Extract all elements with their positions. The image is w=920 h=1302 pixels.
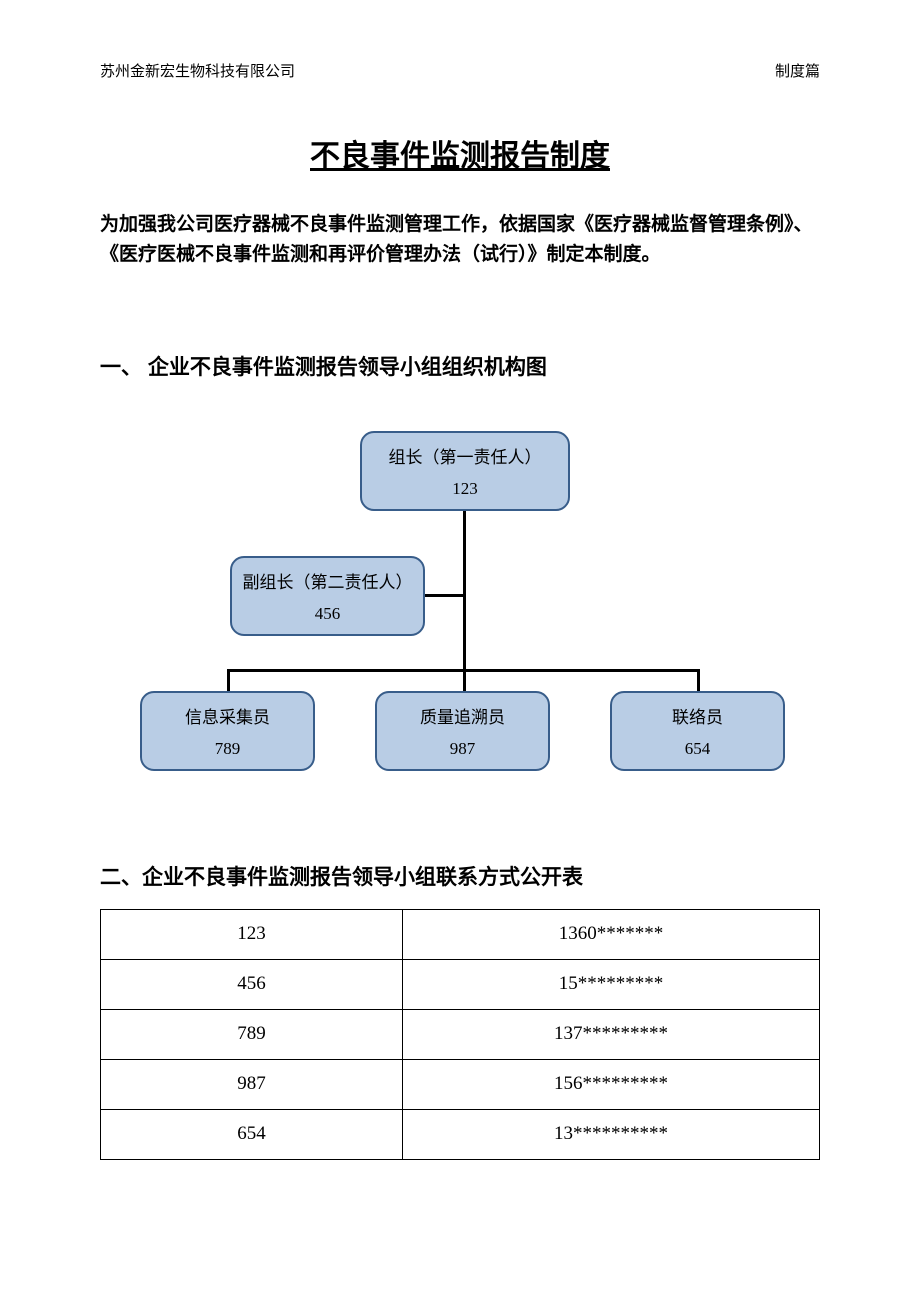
org-node-role: 副组长（第二责任人） [243,568,413,593]
header-right: 制度篇 [775,60,820,81]
org-node-tracer: 质量追溯员 987 [375,691,550,771]
contact-phone-cell: 15********* [402,959,819,1009]
page-header: 苏州金新宏生物科技有限公司 制度篇 [100,60,820,81]
contact-name-cell: 654 [101,1109,403,1159]
org-node-role: 信息采集员 [185,703,270,728]
document-title: 不良事件监测报告制度 [100,131,820,175]
contact-phone-cell: 13********** [402,1109,819,1159]
org-node-value: 123 [452,479,478,499]
table-row: 987156********* [101,1059,820,1109]
contact-name-cell: 123 [101,909,403,959]
contact-phone-cell: 1360******* [402,909,819,959]
contact-name-cell: 987 [101,1059,403,1109]
org-node-collector: 信息采集员 789 [140,691,315,771]
org-chart-connector [425,594,465,597]
org-node-value: 789 [215,739,241,759]
org-node-deputy: 副组长（第二责任人） 456 [230,556,425,636]
contact-table: 1231360*******45615*********789137******… [100,909,820,1160]
header-left: 苏州金新宏生物科技有限公司 [100,60,295,81]
intro-paragraph: 为加强我公司医疗器械不良事件监测管理工作，依据国家《医疗器械监督管理条例》、《医… [100,210,820,271]
org-node-leader: 组长（第一责任人） 123 [360,431,570,511]
org-chart-connector [227,669,230,691]
org-node-value: 987 [450,739,476,759]
contact-phone-cell: 156********* [402,1059,819,1109]
org-node-liaison: 联络员 654 [610,691,785,771]
org-chart: 组长（第一责任人） 123 副组长（第二责任人） 456 信息采集员 789 质量追溯员 98… [100,431,820,791]
table-row: 65413********** [101,1109,820,1159]
section2-heading: 二、企业不良事件监测报告领导小组联系方式公开表 [100,861,820,891]
contact-phone-cell: 137********* [402,1009,819,1059]
contact-name-cell: 456 [101,959,403,1009]
org-chart-connector [697,669,700,691]
org-node-value: 456 [315,604,341,624]
org-chart-connector [227,669,700,672]
org-chart-connector [463,511,466,691]
org-node-role: 联络员 [672,703,723,728]
table-row: 45615********* [101,959,820,1009]
org-node-role: 组长（第一责任人） [389,443,542,468]
contact-name-cell: 789 [101,1009,403,1059]
table-row: 1231360******* [101,909,820,959]
org-node-role: 质量追溯员 [420,703,505,728]
table-row: 789137********* [101,1009,820,1059]
section1-heading: 一、 企业不良事件监测报告领导小组组织机构图 [100,351,820,381]
org-node-value: 654 [685,739,711,759]
